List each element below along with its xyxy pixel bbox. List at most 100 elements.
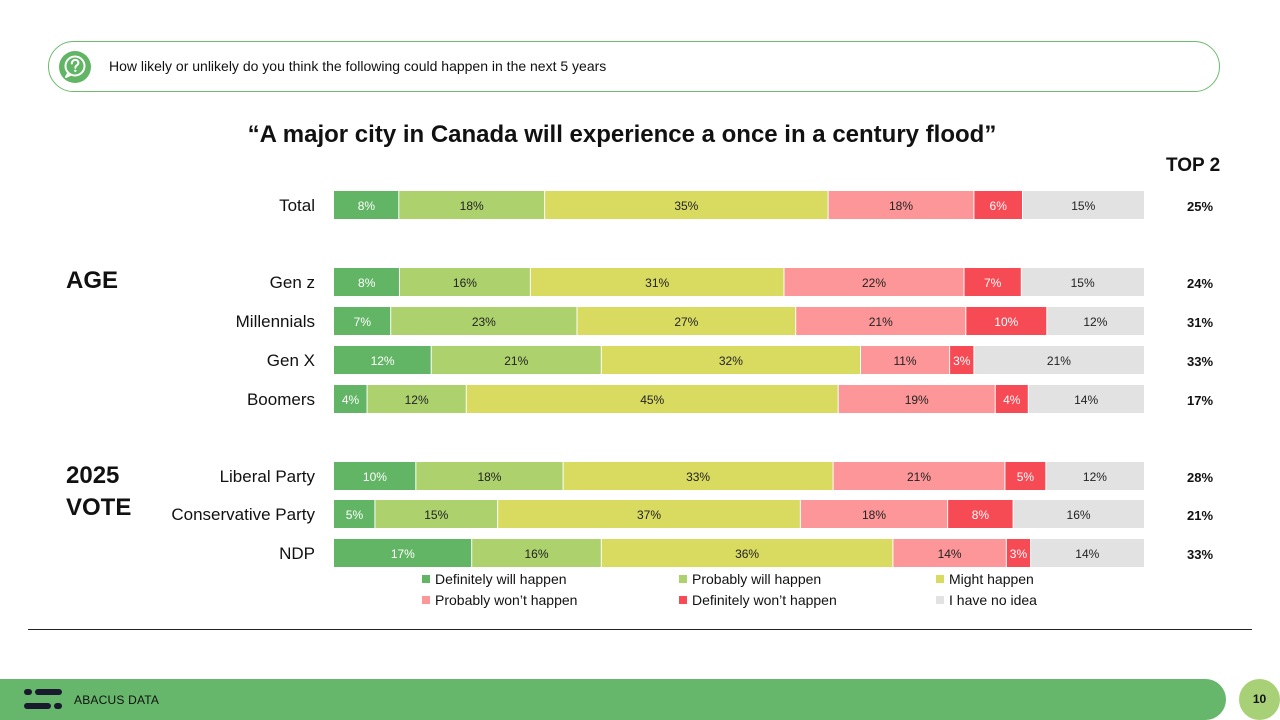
top2-value-total: 25% bbox=[1187, 199, 1213, 214]
bar-value-label: 12% bbox=[371, 354, 395, 368]
bar-segment-total-definitely-will-happen bbox=[334, 191, 399, 219]
page-number: 10 bbox=[1239, 679, 1280, 720]
bar-segment-liberal-party-definitely-won-t-happen bbox=[1004, 462, 1046, 490]
bar-value-label: 23% bbox=[472, 315, 496, 329]
bar-value-label: 5% bbox=[346, 508, 364, 522]
bar-value-label: 3% bbox=[953, 354, 971, 368]
legend-swatch bbox=[679, 575, 687, 583]
top2-value-gen-z: 24% bbox=[1187, 276, 1213, 291]
footer-bar: ABACUS DATA bbox=[0, 679, 1226, 720]
bar-segment-gen-z-i-have-no-idea bbox=[1021, 268, 1144, 296]
chart-legend: Definitely will happen Probably will happ… bbox=[420, 570, 1120, 614]
bar-segment-total-i-have-no-idea bbox=[1022, 191, 1144, 219]
bar-segment-conservative-party-definitely-will-happen bbox=[334, 500, 375, 528]
bar-segment-liberal-party-might-happen bbox=[563, 462, 834, 490]
bar-value-label: 16% bbox=[453, 276, 477, 290]
top2-value-liberal-party: 28% bbox=[1187, 470, 1213, 485]
bar-segment-gen-x-probably-will-happen bbox=[431, 346, 602, 374]
bar-segment-boomers-might-happen bbox=[466, 385, 839, 413]
bar-value-label: 37% bbox=[637, 508, 661, 522]
bar-segment-millennials-probably-will-happen bbox=[390, 307, 577, 335]
bar-segment-boomers-probably-will-happen bbox=[367, 385, 467, 413]
bar-segment-gen-x-definitely-will-happen bbox=[334, 346, 432, 374]
bar-value-label: 36% bbox=[735, 547, 759, 561]
bar-segment-millennials-i-have-no-idea bbox=[1046, 307, 1144, 335]
legend-label: Definitely will happen bbox=[435, 571, 567, 587]
bar-segment-liberal-party-i-have-no-idea bbox=[1045, 462, 1144, 490]
bar-value-label: 10% bbox=[994, 315, 1018, 329]
bar-segment-conservative-party-probably-will-happen bbox=[374, 500, 498, 528]
bar-value-label: 18% bbox=[889, 199, 913, 213]
bar-value-label: 21% bbox=[504, 354, 528, 368]
bar-value-label: 18% bbox=[862, 508, 886, 522]
bar-value-label: 21% bbox=[907, 470, 931, 484]
bar-segment-liberal-party-definitely-will-happen bbox=[334, 462, 416, 490]
bar-value-label: 14% bbox=[938, 547, 962, 561]
bar-segment-liberal-party-probably-won-t-happen bbox=[833, 462, 1005, 490]
legend-swatch bbox=[679, 596, 687, 604]
bar-value-label: 3% bbox=[1010, 547, 1028, 561]
group-label-age: AGE bbox=[66, 267, 119, 294]
bar-value-label: 12% bbox=[405, 393, 429, 407]
legend-label: I have no idea bbox=[949, 592, 1037, 608]
bar-value-label: 19% bbox=[905, 393, 929, 407]
bar-segment-gen-x-probably-won-t-happen bbox=[860, 346, 950, 374]
bar-segment-ndp-definitely-will-happen bbox=[334, 539, 472, 567]
top2-value-gen-x: 33% bbox=[1187, 354, 1213, 369]
bar-segment-gen-x-definitely-won-t-happen bbox=[949, 346, 974, 374]
bar-value-label: 11% bbox=[893, 354, 916, 368]
bar-segment-gen-z-probably-won-t-happen bbox=[784, 268, 964, 296]
abacus-logo-icon bbox=[24, 689, 62, 709]
row-label-liberal-party: Liberal Party bbox=[220, 467, 316, 486]
row-label-millennials: Millennials bbox=[236, 312, 315, 331]
legend-swatch bbox=[422, 575, 430, 583]
bar-value-label: 6% bbox=[990, 199, 1008, 213]
bottom-divider bbox=[28, 629, 1252, 630]
bar-segment-ndp-definitely-won-t-happen bbox=[1006, 539, 1031, 567]
bar-value-label: 45% bbox=[640, 393, 664, 407]
bar-value-label: 27% bbox=[674, 315, 698, 329]
bar-value-label: 10% bbox=[363, 470, 387, 484]
bar-value-label: 14% bbox=[1075, 547, 1099, 561]
bar-segment-boomers-i-have-no-idea bbox=[1028, 385, 1144, 413]
bar-value-label: 17% bbox=[391, 547, 415, 561]
legend-item-definitely-will-happen: Definitely will happen bbox=[420, 570, 660, 590]
bar-segment-millennials-definitely-won-t-happen bbox=[965, 307, 1047, 335]
bar-segment-millennials-might-happen bbox=[577, 307, 796, 335]
legend-label: Probably will happen bbox=[692, 571, 822, 587]
footer-brand: ABACUS DATA bbox=[74, 693, 160, 707]
bar-segment-total-probably-will-happen bbox=[398, 191, 545, 219]
question-banner: How likely or unlikely do you think the … bbox=[48, 41, 1220, 92]
bar-value-label: 4% bbox=[1003, 393, 1021, 407]
bar-segment-conservative-party-i-have-no-idea bbox=[1013, 500, 1144, 528]
bar-value-label: 33% bbox=[686, 470, 710, 484]
legend-swatch bbox=[936, 575, 944, 583]
top2-value-millennials: 31% bbox=[1187, 315, 1213, 330]
chart-title: “A major city in Canada will experience … bbox=[247, 121, 997, 148]
bar-value-label: 4% bbox=[342, 393, 360, 407]
bar-segment-gen-z-probably-will-happen bbox=[399, 268, 531, 296]
bar-segment-ndp-i-have-no-idea bbox=[1030, 539, 1144, 567]
bar-segment-conservative-party-definitely-won-t-happen bbox=[947, 500, 1014, 528]
legend-item-probably-will-happen: Probably will happen bbox=[677, 570, 917, 590]
bar-segment-ndp-probably-won-t-happen bbox=[892, 539, 1007, 567]
bar-value-label: 5% bbox=[1017, 470, 1035, 484]
bar-value-label: 14% bbox=[1074, 393, 1098, 407]
bar-value-label: 15% bbox=[1071, 276, 1095, 290]
top2-value-ndp: 33% bbox=[1187, 547, 1213, 562]
bar-value-label: 21% bbox=[1047, 354, 1071, 368]
bar-segment-conservative-party-might-happen bbox=[497, 500, 801, 528]
bar-value-label: 32% bbox=[719, 354, 743, 368]
bar-value-label: 31% bbox=[645, 276, 669, 290]
legend-item-i-have-no-idea: I have no idea bbox=[934, 591, 1174, 611]
bar-segment-boomers-definitely-won-t-happen bbox=[995, 385, 1029, 413]
row-label-ndp: NDP bbox=[279, 544, 315, 563]
bar-segment-boomers-definitely-will-happen bbox=[334, 385, 368, 413]
bar-segment-gen-z-might-happen bbox=[530, 268, 784, 296]
legend-label: Probably won’t happen bbox=[435, 592, 578, 608]
group-label-vote: 2025 VOTE bbox=[66, 462, 132, 521]
legend-swatch bbox=[936, 596, 944, 604]
bar-value-label: 21% bbox=[869, 315, 893, 329]
bar-value-label: 15% bbox=[424, 508, 448, 522]
bar-value-label: 18% bbox=[477, 470, 501, 484]
